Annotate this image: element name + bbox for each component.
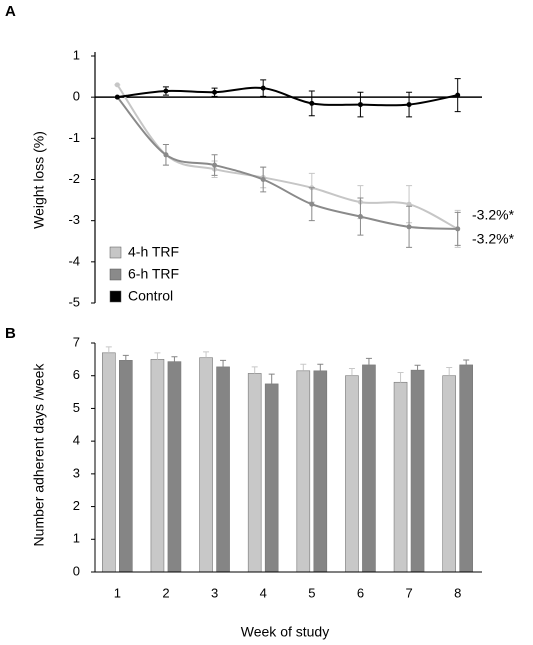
x-tick-label: 4	[260, 585, 267, 600]
y-tick-label: 0	[73, 89, 80, 104]
point	[455, 92, 461, 98]
error-bar	[365, 357, 372, 365]
point	[114, 94, 120, 100]
point	[260, 177, 266, 182]
point	[357, 214, 363, 220]
x-tick-label: 5	[308, 585, 315, 600]
bar	[410, 369, 425, 573]
point	[455, 226, 461, 232]
y-tick-label: 2	[73, 498, 80, 513]
legend-label: Control	[128, 288, 173, 304]
point	[212, 89, 218, 95]
point	[406, 224, 412, 230]
point	[114, 82, 120, 88]
panel-label: A	[5, 3, 16, 20]
x-tick-label: 1	[114, 585, 121, 600]
bar	[167, 361, 182, 573]
error-bar	[348, 368, 355, 376]
error-bar	[154, 352, 161, 360]
legend-swatch	[109, 246, 122, 259]
y-tick-label: -2	[68, 171, 80, 186]
bar	[102, 352, 116, 573]
y-tick-label: -1	[68, 130, 80, 145]
bar	[247, 373, 262, 573]
error-bar	[414, 364, 421, 371]
error-bar	[446, 367, 453, 376]
bar	[216, 366, 230, 573]
y-tick-label: -5	[68, 294, 80, 309]
point	[212, 162, 218, 168]
error-bar	[300, 363, 307, 371]
y-tick-label: 3	[73, 465, 80, 480]
point	[406, 102, 412, 108]
bar	[199, 357, 213, 573]
bar	[459, 364, 473, 573]
point	[309, 201, 315, 207]
y-tick-label: 0	[73, 563, 80, 578]
point	[260, 85, 266, 91]
x-axis-label: Week of study	[241, 624, 329, 640]
y-tick-label: -4	[68, 253, 80, 268]
error-bar	[122, 354, 129, 361]
y-tick-label: 4	[73, 433, 80, 448]
point	[163, 152, 169, 158]
error-bar	[463, 359, 470, 365]
y-tick-label: 1	[73, 47, 80, 62]
y-tick-label: 6	[73, 367, 80, 382]
point	[406, 201, 412, 207]
bar	[393, 381, 408, 573]
bar	[313, 370, 328, 573]
y-tick-label: 1	[73, 531, 80, 546]
point	[357, 102, 363, 108]
bar	[442, 375, 456, 573]
y-tick-label: 5	[73, 400, 80, 415]
annotation: -3.2%*	[472, 231, 515, 247]
x-tick-label: 8	[454, 585, 461, 600]
bar	[296, 370, 311, 573]
y-axis-label: Weight loss (%)	[31, 131, 47, 229]
error-bar	[317, 363, 324, 371]
error-bar	[397, 371, 404, 383]
legend-swatch	[109, 290, 122, 303]
error-bar	[251, 366, 258, 374]
error-bar	[268, 373, 275, 384]
error-bar	[220, 359, 227, 367]
x-tick-label: 6	[357, 585, 364, 600]
legend-label: 4-h TRF	[128, 244, 179, 260]
error-bar	[203, 351, 210, 358]
y-axis-label: Number adherent days /week	[31, 363, 47, 547]
error-bar	[171, 356, 178, 362]
panel-label: B	[5, 325, 16, 342]
x-tick-label: 7	[405, 585, 412, 600]
x-tick-label: 3	[211, 585, 218, 600]
bar	[264, 383, 279, 573]
annotation: -3.2%*	[472, 207, 515, 223]
bar	[119, 360, 133, 573]
point	[163, 88, 169, 94]
series-line	[117, 86, 458, 107]
legend-swatch	[109, 268, 122, 281]
legend-label: 6-h TRF	[128, 266, 179, 282]
bar	[150, 359, 165, 573]
point	[309, 100, 315, 106]
x-tick-label: 2	[162, 585, 169, 600]
y-tick-label: -3	[68, 212, 80, 227]
bar	[345, 375, 359, 573]
error-bar	[105, 346, 112, 353]
y-tick-label: 7	[73, 334, 80, 349]
bar	[362, 364, 376, 573]
